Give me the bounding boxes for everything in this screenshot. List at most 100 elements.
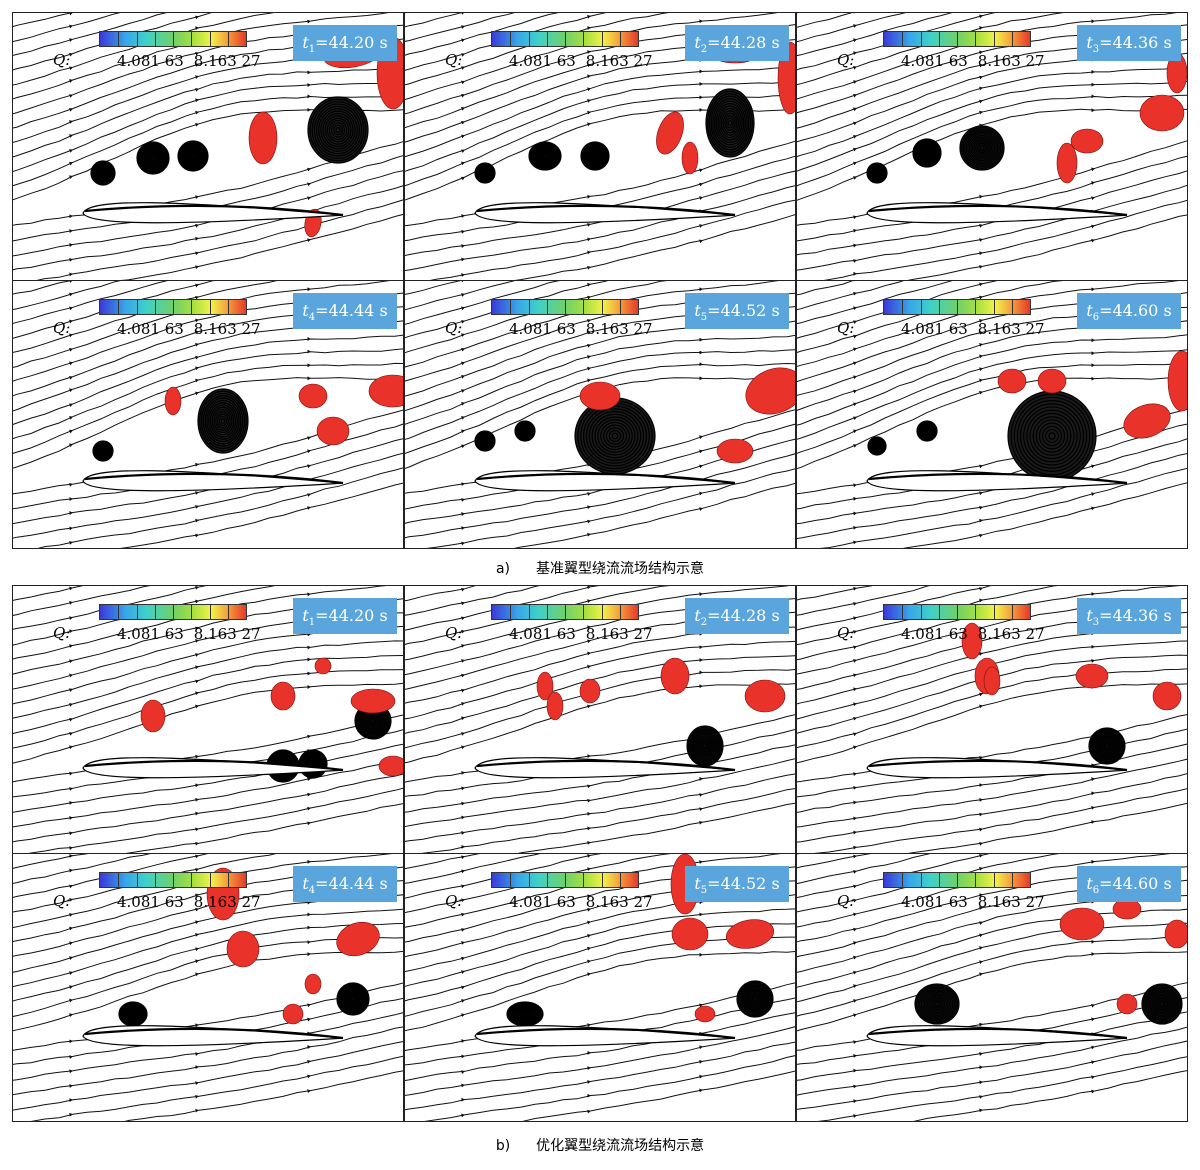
q-label: Q: — [445, 892, 463, 910]
shear-layer — [84, 472, 344, 485]
panel-optimized-t1: Q: 4.081 63 8.163 27 t1=44.20 s — [12, 585, 404, 854]
flow-arrow — [699, 1088, 703, 1093]
flow-arrow — [587, 651, 591, 656]
dark-vortex — [705, 88, 755, 158]
flow-arrow — [699, 645, 703, 650]
time-value: =44.52 s — [707, 874, 780, 893]
flow-arrow — [853, 93, 857, 98]
streamline — [797, 743, 1187, 813]
flow-arrow — [853, 785, 857, 790]
flow-arrow — [69, 497, 73, 502]
flow-arrow — [195, 920, 199, 925]
dark-vortex — [514, 420, 536, 442]
flow-arrow — [461, 1013, 465, 1018]
q-label: Q: — [445, 319, 463, 337]
streamline — [797, 155, 1187, 242]
time-subscript: 1 — [308, 617, 316, 629]
time-symbol: t — [302, 33, 309, 52]
q-label: Q: — [837, 319, 855, 337]
flow-arrow — [461, 999, 465, 1003]
streamline — [13, 640, 403, 719]
q-vortex-region — [378, 755, 403, 777]
q-vortex-region — [368, 374, 403, 408]
time-value: =44.20 s — [315, 33, 388, 52]
dark-vortex — [474, 430, 496, 452]
flow-arrow — [461, 498, 465, 502]
flow-arrow — [461, 482, 465, 487]
flow-arrow — [307, 182, 311, 187]
flow-arrow — [307, 952, 311, 957]
flow-arrow — [69, 79, 73, 83]
caption-text: 基准翼型绕流流场结构示意 — [536, 561, 705, 577]
flow-arrow — [587, 586, 591, 590]
flow-arrow — [307, 645, 311, 650]
flow-arrow — [69, 24, 73, 29]
flow-arrow — [195, 893, 199, 898]
streamline — [797, 854, 800, 855]
flow-arrow — [587, 811, 591, 816]
flow-arrow — [587, 87, 591, 92]
streamline — [797, 453, 1187, 540]
colorbar-tick-high: 8.163 27 — [977, 625, 1045, 643]
flow-arrow — [461, 120, 465, 125]
time-subscript: 5 — [700, 312, 708, 324]
dark-vortex — [92, 440, 114, 462]
flow-arrow — [195, 783, 199, 788]
time-subscript: 2 — [700, 617, 708, 629]
flow-arrow — [853, 845, 857, 850]
streamline — [421, 788, 795, 853]
time-value: =44.44 s — [315, 301, 388, 320]
flow-arrow — [853, 984, 857, 988]
flow-field-plot — [797, 854, 1187, 1121]
colorbar-ticks: 4.081 63 8.163 27 — [509, 52, 663, 70]
dark-vortex — [336, 982, 370, 1016]
flow-arrow — [979, 390, 983, 395]
time-symbol: t — [694, 301, 701, 320]
flow-arrow — [195, 26, 199, 31]
flow-arrow — [69, 134, 73, 138]
flow-arrow — [461, 526, 465, 531]
colorbar-tick-low: 4.081 63 — [117, 625, 184, 643]
flow-arrow — [195, 1065, 199, 1070]
flow-arrow — [69, 800, 73, 805]
flow-arrow — [587, 343, 591, 348]
dark-vortex — [580, 141, 610, 171]
flow-arrow — [195, 754, 199, 759]
flow-arrow — [979, 704, 983, 709]
time-value: =44.44 s — [315, 874, 388, 893]
flow-arrow — [699, 196, 703, 200]
flow-arrow — [69, 745, 73, 750]
flow-arrow — [979, 598, 983, 603]
flow-arrow — [587, 907, 591, 912]
flow-arrow — [1091, 791, 1095, 796]
flow-arrow — [307, 1059, 311, 1064]
panel-baseline-t5: Q: 4.081 63 8.163 27 t5=44.52 s — [404, 280, 796, 549]
flow-arrow — [69, 526, 73, 531]
flow-arrow — [587, 959, 591, 964]
colorbar — [491, 604, 639, 620]
flow-arrow — [461, 13, 464, 15]
flow-arrow — [69, 854, 73, 858]
colorbar-ticks: 4.081 63 8.163 27 — [901, 320, 1055, 338]
flow-arrow — [461, 306, 465, 311]
time-badge: t4=44.44 s — [293, 293, 397, 329]
colorbar-ticks: 4.081 63 8.163 27 — [901, 52, 1055, 70]
flow-arrow — [461, 770, 465, 775]
dark-vortex — [197, 388, 249, 454]
flow-arrow — [853, 13, 855, 14]
flow-arrow — [853, 334, 857, 339]
flow-arrow — [1091, 1003, 1095, 1008]
flow-arrow — [699, 82, 703, 86]
flow-arrow — [461, 688, 465, 693]
flow-arrow — [69, 629, 73, 634]
flow-arrow — [461, 786, 465, 791]
q-vortex-region — [671, 917, 709, 951]
flow-arrow — [587, 1066, 591, 1071]
q-vortex-region — [745, 367, 795, 415]
streamline — [797, 951, 1187, 1032]
flow-arrow — [587, 972, 591, 977]
flow-arrow — [69, 659, 73, 664]
dark-vortex — [916, 420, 938, 442]
q-vortex-region — [314, 657, 332, 675]
time-badge: t1=44.20 s — [293, 598, 397, 634]
